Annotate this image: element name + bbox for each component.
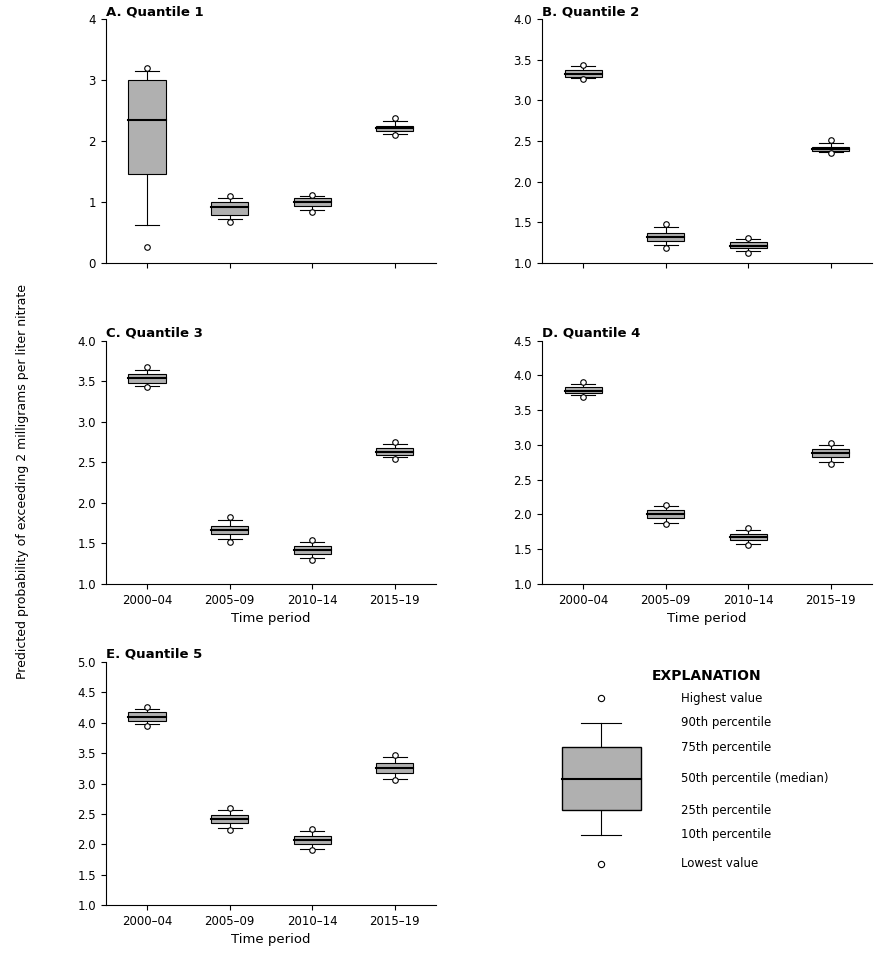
Bar xyxy=(211,815,248,823)
X-axis label: Time period: Time period xyxy=(231,933,311,947)
Text: EXPLANATION: EXPLANATION xyxy=(652,669,762,683)
Text: Lowest value: Lowest value xyxy=(680,857,758,871)
Bar xyxy=(376,764,413,772)
Bar xyxy=(293,546,330,554)
Bar xyxy=(729,243,766,248)
Bar xyxy=(129,713,166,721)
Text: Highest value: Highest value xyxy=(680,691,762,705)
Text: B. Quantile 2: B. Quantile 2 xyxy=(542,5,639,18)
Bar xyxy=(293,198,330,206)
Text: 10th percentile: 10th percentile xyxy=(680,828,771,841)
Bar xyxy=(812,146,849,150)
Bar xyxy=(211,526,248,534)
Bar xyxy=(293,837,330,844)
Bar xyxy=(565,70,602,77)
Text: 25th percentile: 25th percentile xyxy=(680,804,771,817)
Text: 90th percentile: 90th percentile xyxy=(680,716,771,729)
Bar xyxy=(565,387,602,393)
X-axis label: Time period: Time period xyxy=(231,612,311,625)
Bar xyxy=(648,510,685,518)
X-axis label: Time period: Time period xyxy=(667,612,747,625)
Bar xyxy=(129,374,166,382)
Text: C. Quantile 3: C. Quantile 3 xyxy=(106,326,203,339)
Bar xyxy=(729,534,766,540)
Text: 75th percentile: 75th percentile xyxy=(680,741,771,753)
Text: 50th percentile (median): 50th percentile (median) xyxy=(680,772,828,785)
Text: Predicted probability of exceeding 2 milligrams per liter nitrate: Predicted probability of exceeding 2 mil… xyxy=(16,284,28,679)
Bar xyxy=(376,126,413,131)
Bar xyxy=(812,449,849,457)
Text: D. Quantile 4: D. Quantile 4 xyxy=(542,326,640,339)
Bar xyxy=(648,233,685,241)
Bar xyxy=(129,80,166,174)
Bar xyxy=(376,449,413,455)
Bar xyxy=(562,747,640,810)
Text: E. Quantile 5: E. Quantile 5 xyxy=(106,648,202,661)
Bar xyxy=(211,202,248,215)
Text: A. Quantile 1: A. Quantile 1 xyxy=(106,5,204,18)
